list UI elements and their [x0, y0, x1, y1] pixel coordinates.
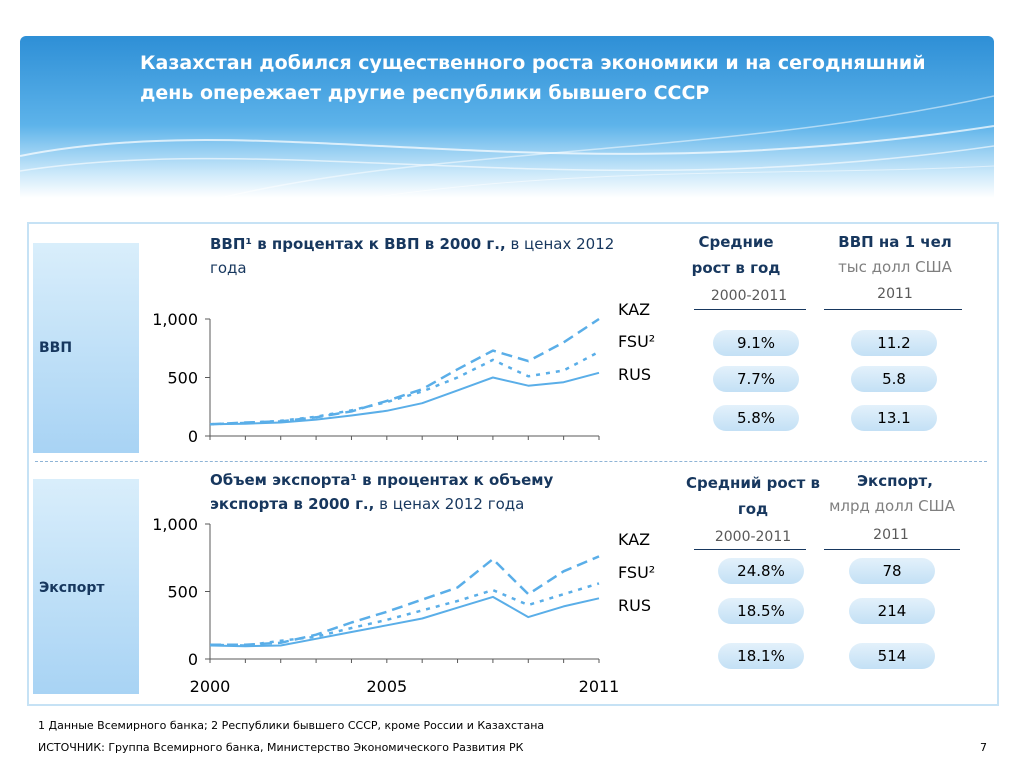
gdp-growth-kaz: 9.1%: [713, 330, 799, 356]
gdp-series-line-0: [209, 317, 600, 426]
export-metric-rule: [824, 549, 960, 550]
side-label-export: Экспорт: [39, 580, 105, 596]
gdp-series-label-0: KAZ: [618, 300, 650, 319]
header-banner: [20, 36, 994, 198]
export-growth-period: 2000-2011: [714, 529, 792, 545]
export-growth-fsu: 18.5%: [718, 598, 804, 624]
export-metric-unit: млрд долл США: [829, 497, 955, 515]
export-metric-kaz: 78: [849, 558, 935, 584]
gdp-metric-fsu: 5.8: [851, 366, 937, 392]
gdp-growth-head: Средние рост в год: [691, 233, 781, 277]
section-divider: [35, 461, 987, 462]
export-metric-head: Экспорт,: [857, 472, 933, 490]
gdp-chart-title: ВВП¹ в процентах к ВВП в 2000 г., в цена…: [210, 232, 650, 280]
gdp-series-line-1: [209, 350, 600, 426]
export-y-tick-label: 0: [188, 650, 198, 669]
export-series-line-1: [209, 582, 600, 647]
export-title-bold: Объем экспорта¹ в процентах к объему экс…: [210, 471, 554, 513]
export-chart-title: Объем экспорта¹ в процентах к объему экс…: [210, 468, 630, 516]
export-series-line-2: [209, 595, 600, 648]
page-number: 7: [980, 741, 987, 754]
export-metric-period: 2011: [873, 527, 909, 543]
gdp-metric-kaz: 11.2: [851, 330, 937, 356]
export-growth-kaz: 24.8%: [718, 558, 804, 584]
side-box-gdp: [33, 243, 139, 453]
export-growth-head: Средний рост в год: [686, 474, 820, 518]
wave-decoration: [20, 95, 994, 198]
export-y-tick-label: 1,000: [152, 515, 198, 534]
gdp-metric-rus: 13.1: [851, 405, 937, 431]
footnote-notes: 1 Данные Всемирного банка; 2 Республики …: [38, 719, 545, 732]
gdp-growth-rule: [694, 309, 806, 310]
gdp-growth-rus: 5.8%: [713, 405, 799, 431]
gdp-series-line-2: [209, 371, 600, 426]
gdp-y-tick-label: 0: [188, 427, 198, 446]
export-growth-rus: 18.1%: [718, 643, 804, 669]
gdp-growth-fsu: 7.7%: [713, 366, 799, 392]
export-series-line-0: [210, 555, 600, 647]
side-box-export: [33, 479, 139, 694]
export-series-label-1: FSU²: [618, 563, 655, 582]
page-title: Казахстан добился существенного роста эк…: [140, 52, 926, 104]
export-y-tick-label: 500: [167, 583, 198, 602]
export-growth-rule: [694, 549, 806, 550]
gdp-metric-head: ВВП на 1 чел: [838, 233, 952, 251]
gdp-y-tick-label: 1,000: [152, 310, 198, 329]
side-label-gdp: ВВП: [39, 340, 73, 356]
gdp-metric-rule: [824, 309, 962, 310]
export-title-normal: в ценах 2012 года: [374, 495, 525, 513]
gdp-title-normal: в ценах 2012 года: [210, 235, 615, 277]
gdp-metric-period: 2011: [877, 286, 913, 302]
export-x-tick-label: 2000: [190, 677, 231, 696]
content-panel: [27, 222, 999, 706]
export-metric-rus: 514: [849, 643, 935, 669]
gdp-series-label-1: FSU²: [618, 332, 655, 351]
gdp-metric-unit: тыс долл США: [838, 258, 952, 276]
export-metric-fsu: 214: [849, 598, 935, 624]
export-series-label-2: RUS: [618, 596, 651, 615]
gdp-title-bold: ВВП¹ в процентах к ВВП в 2000 г.,: [210, 235, 506, 253]
footnote-source: ИСТОЧНИК: Группа Всемирного банка, Минис…: [38, 741, 524, 754]
gdp-growth-period: 2000-2011: [710, 288, 788, 304]
export-series-label-0: KAZ: [618, 530, 650, 549]
gdp-y-tick-label: 500: [167, 369, 198, 388]
gdp-series-label-2: RUS: [618, 365, 651, 384]
export-x-tick-label: 2005: [366, 677, 407, 696]
export-x-tick-label: 2011: [579, 677, 620, 696]
